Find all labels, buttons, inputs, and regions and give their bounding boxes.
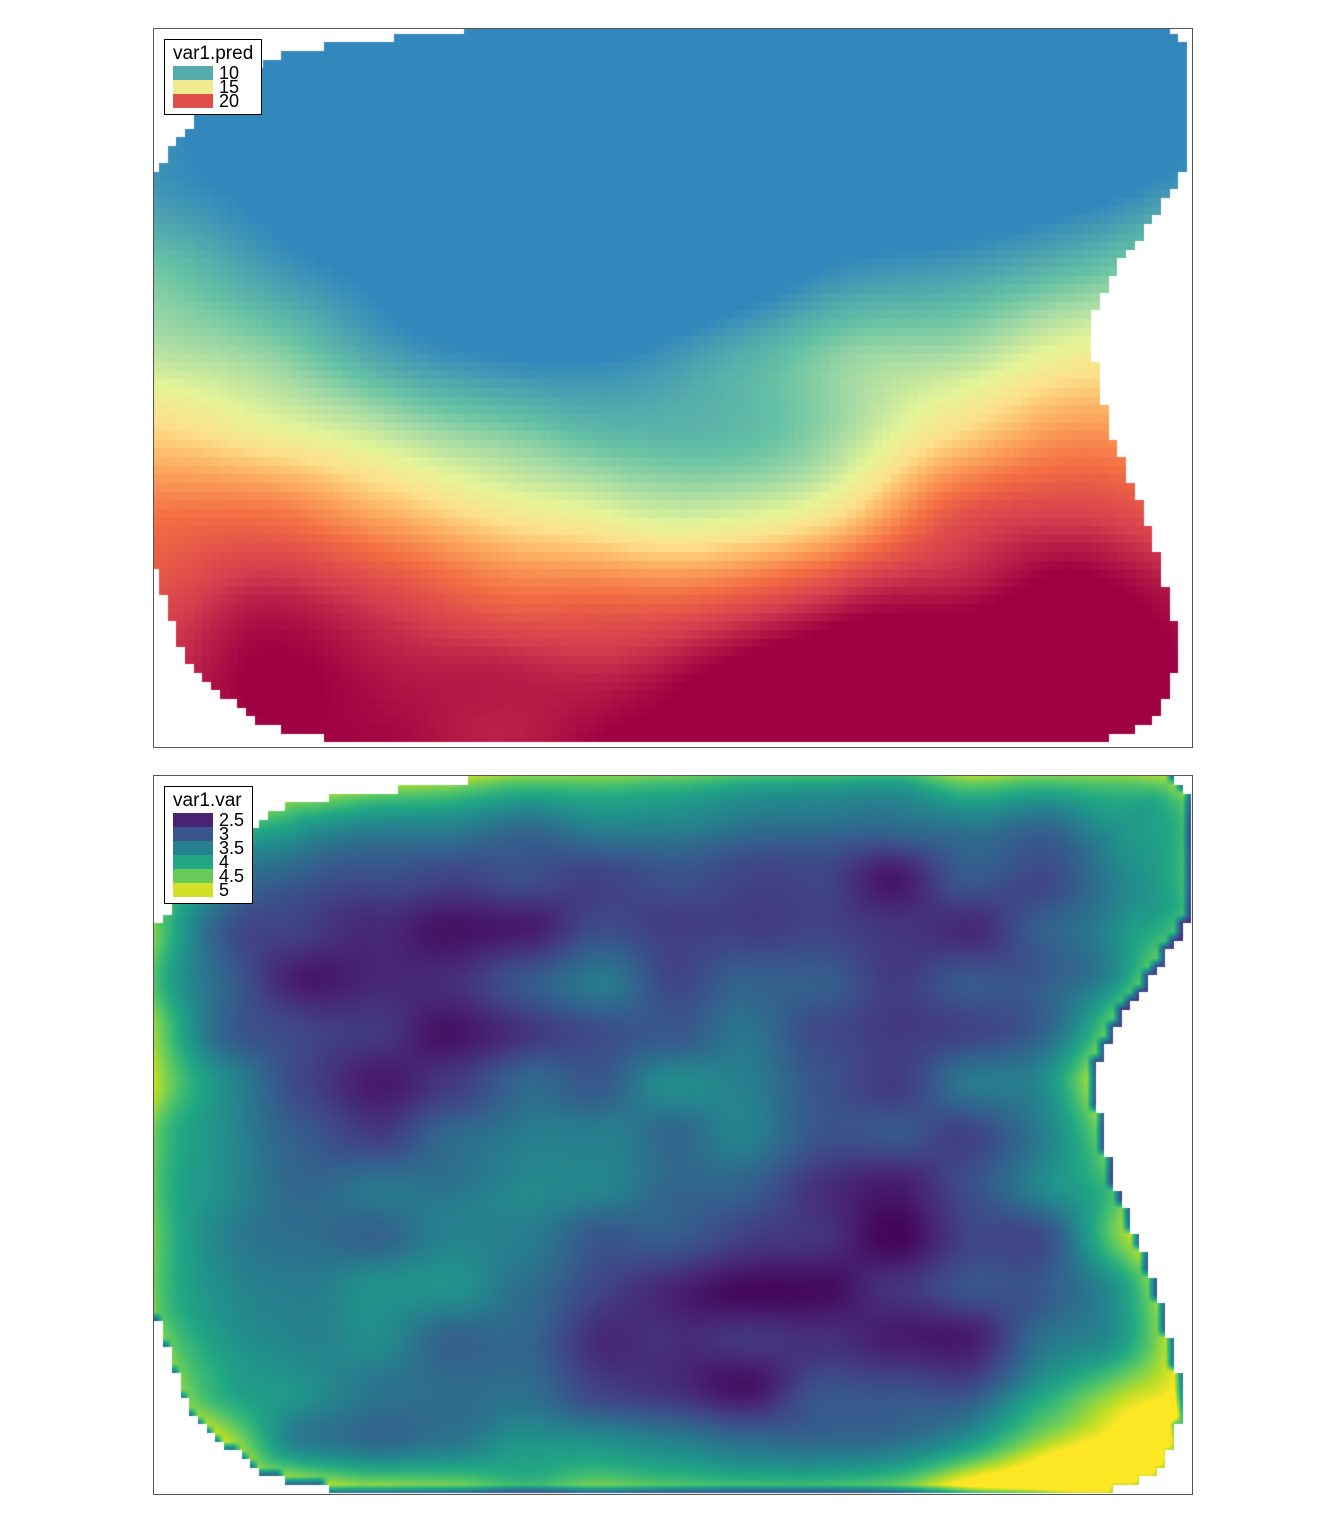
legend-swatch	[173, 827, 213, 841]
legend-title: var1.var	[173, 791, 244, 811]
legend-colorbar	[173, 66, 213, 108]
legend-swatch	[173, 94, 213, 108]
legend-colorbar	[173, 813, 213, 897]
legend-swatch	[173, 80, 213, 94]
legend-swatch	[173, 841, 213, 855]
legend-swatch	[173, 869, 213, 883]
legend-pred: var1.pred 101520	[164, 39, 262, 115]
legend-swatch	[173, 883, 213, 897]
legend-var: var1.var 2.533.544.55	[164, 786, 253, 904]
legend-labels: 2.533.544.55	[219, 813, 244, 897]
heatmap-canvas-var	[154, 776, 1192, 1494]
legend-swatch	[173, 855, 213, 869]
heatmap-canvas-pred	[154, 29, 1192, 747]
legend-labels: 101520	[219, 66, 239, 108]
page: var1.pred 101520 var1.var 2.533.544.55	[0, 0, 1344, 1536]
legend-swatch	[173, 813, 213, 827]
legend-tick-label: 20	[219, 94, 239, 108]
heatmap-panel-pred: var1.pred 101520	[153, 28, 1193, 748]
legend-title: var1.pred	[173, 44, 253, 64]
heatmap-panel-var: var1.var 2.533.544.55	[153, 775, 1193, 1495]
legend-swatch	[173, 66, 213, 80]
